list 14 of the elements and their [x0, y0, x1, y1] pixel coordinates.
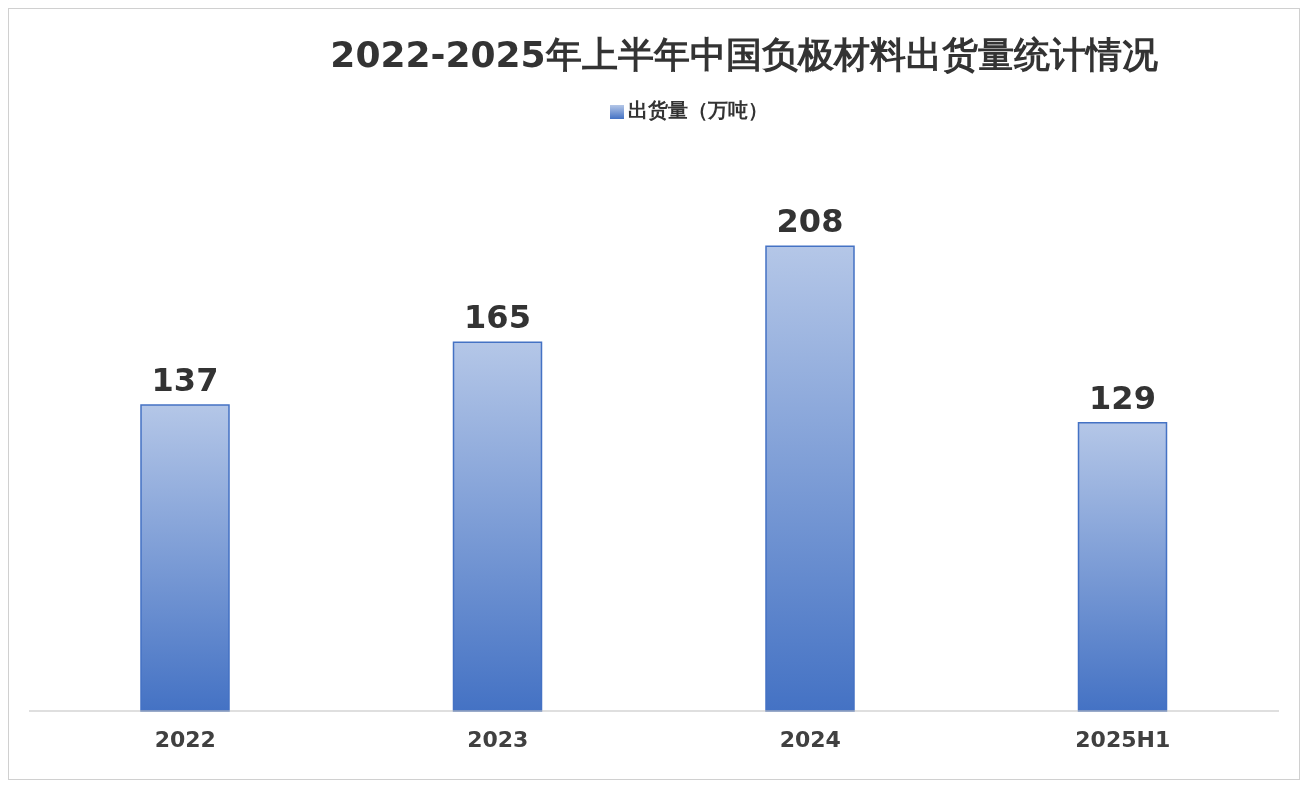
bar — [765, 245, 855, 712]
bar — [452, 341, 543, 712]
data-label: 208 — [776, 202, 844, 241]
x-tick-label: 2025H1 — [1075, 726, 1171, 752]
chart-title: 2022-2025年上半年中国负极材料出货量统计情况 — [329, 33, 1159, 77]
legend-label: 出货量（万吨） — [628, 98, 768, 122]
data-label: 137 — [151, 360, 219, 399]
data-label: 165 — [464, 298, 531, 337]
x-tick-label: 2022 — [154, 726, 216, 752]
bar — [1077, 422, 1168, 712]
bar — [140, 404, 230, 712]
x-tick-label: 2023 — [467, 726, 529, 752]
x-tick-label: 2024 — [779, 726, 841, 752]
data-label: 129 — [1089, 378, 1156, 417]
